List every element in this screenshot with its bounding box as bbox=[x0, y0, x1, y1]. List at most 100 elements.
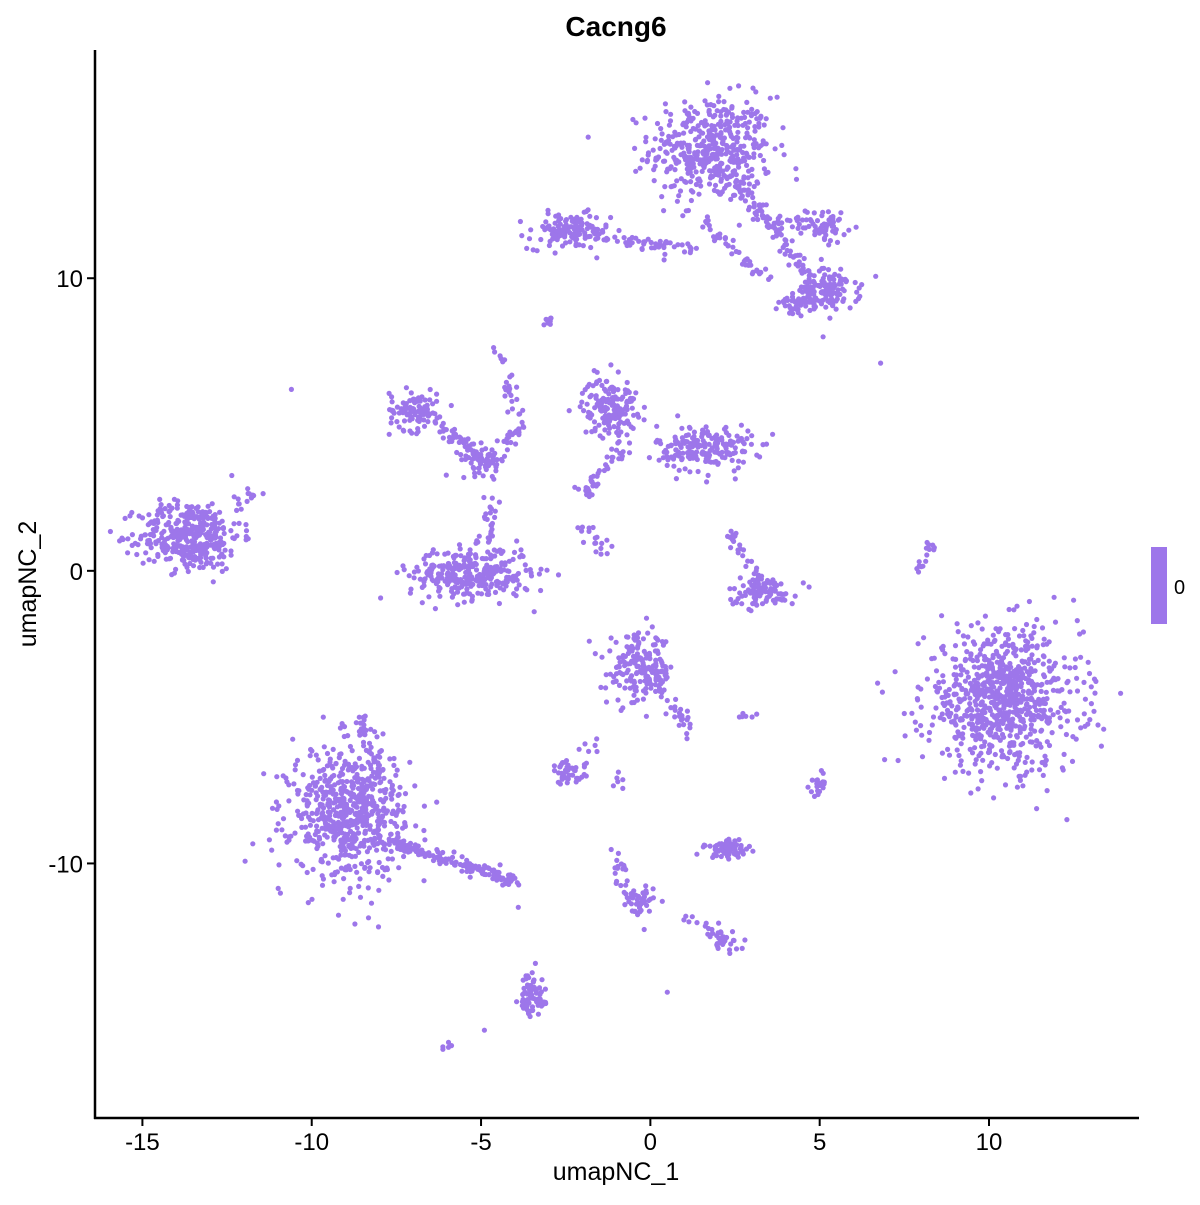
data-point bbox=[699, 168, 705, 174]
data-point bbox=[729, 112, 735, 118]
data-point bbox=[603, 378, 609, 385]
data-point bbox=[437, 414, 443, 420]
data-point bbox=[668, 664, 674, 670]
data-point bbox=[480, 868, 486, 874]
data-point bbox=[371, 755, 377, 761]
data-point bbox=[1078, 654, 1084, 660]
data-point bbox=[811, 301, 817, 307]
data-point bbox=[783, 241, 790, 248]
data-point bbox=[1006, 697, 1012, 704]
data-point bbox=[171, 496, 177, 502]
data-point bbox=[630, 425, 636, 431]
data-point bbox=[394, 767, 400, 773]
data-point bbox=[439, 856, 445, 862]
data-point bbox=[369, 811, 375, 817]
data-point bbox=[351, 801, 357, 807]
data-point bbox=[749, 714, 755, 720]
data-point bbox=[763, 597, 769, 603]
data-point bbox=[998, 748, 1005, 754]
data-point bbox=[646, 897, 652, 904]
chart-title: Cacng6 bbox=[565, 11, 666, 42]
data-point bbox=[624, 644, 630, 650]
data-point bbox=[361, 743, 367, 749]
data-point bbox=[667, 166, 673, 172]
data-point bbox=[584, 221, 590, 227]
data-point bbox=[936, 685, 943, 691]
data-point bbox=[666, 137, 672, 143]
data-point bbox=[979, 673, 985, 679]
data-point bbox=[432, 606, 438, 612]
data-point bbox=[692, 156, 698, 162]
data-point bbox=[374, 803, 380, 809]
data-point bbox=[700, 224, 706, 230]
data-point bbox=[742, 198, 749, 204]
data-point bbox=[185, 528, 191, 534]
data-point bbox=[368, 836, 374, 842]
data-point bbox=[506, 434, 512, 440]
data-point bbox=[988, 673, 995, 679]
data-point bbox=[485, 452, 491, 458]
data-point bbox=[745, 428, 751, 434]
data-point bbox=[410, 396, 416, 402]
data-point bbox=[447, 572, 453, 578]
data-point bbox=[967, 680, 974, 687]
y-tick-label: -10 bbox=[48, 851, 83, 878]
data-point bbox=[459, 581, 466, 587]
data-point bbox=[875, 680, 881, 686]
data-point bbox=[1016, 664, 1022, 670]
data-point bbox=[634, 411, 641, 417]
data-point bbox=[573, 222, 579, 228]
data-point bbox=[579, 524, 586, 530]
data-point bbox=[612, 411, 618, 417]
data-point bbox=[787, 248, 794, 254]
data-point bbox=[726, 856, 732, 862]
data-point bbox=[720, 138, 726, 145]
data-point bbox=[608, 635, 614, 641]
data-point bbox=[593, 540, 599, 546]
data-point bbox=[749, 173, 755, 179]
data-point bbox=[129, 532, 135, 538]
data-point bbox=[641, 404, 648, 410]
data-point bbox=[363, 803, 369, 809]
data-point bbox=[650, 147, 656, 153]
data-point bbox=[960, 735, 966, 741]
data-point bbox=[939, 613, 945, 619]
data-point bbox=[231, 494, 237, 500]
data-point bbox=[657, 656, 663, 662]
data-point bbox=[162, 506, 168, 512]
data-point bbox=[368, 744, 374, 750]
data-point bbox=[723, 151, 729, 157]
data-point bbox=[968, 706, 974, 712]
data-point bbox=[375, 762, 382, 768]
data-point bbox=[742, 114, 748, 120]
data-point bbox=[694, 851, 700, 857]
data-point bbox=[1037, 741, 1043, 747]
data-point bbox=[744, 130, 750, 136]
data-point bbox=[808, 284, 814, 290]
data-point bbox=[932, 683, 939, 690]
data-point bbox=[447, 576, 453, 582]
data-point bbox=[1054, 688, 1060, 694]
data-point bbox=[492, 514, 498, 521]
data-point bbox=[411, 575, 417, 581]
data-point bbox=[615, 850, 622, 857]
data-point bbox=[779, 225, 785, 231]
data-point bbox=[679, 242, 685, 248]
data-point bbox=[679, 425, 685, 431]
data-point bbox=[641, 900, 647, 906]
data-point bbox=[437, 593, 443, 599]
data-point bbox=[813, 777, 820, 784]
data-point bbox=[822, 272, 828, 278]
data-point bbox=[732, 192, 738, 198]
data-point bbox=[1034, 806, 1040, 812]
data-point bbox=[430, 562, 436, 568]
data-point bbox=[356, 755, 362, 762]
data-point bbox=[921, 635, 927, 641]
data-point bbox=[1016, 633, 1023, 639]
data-point bbox=[992, 637, 998, 644]
data-point bbox=[624, 379, 630, 386]
data-point bbox=[708, 102, 714, 108]
data-point bbox=[736, 458, 742, 464]
data-point bbox=[273, 827, 279, 833]
data-point bbox=[442, 551, 448, 557]
